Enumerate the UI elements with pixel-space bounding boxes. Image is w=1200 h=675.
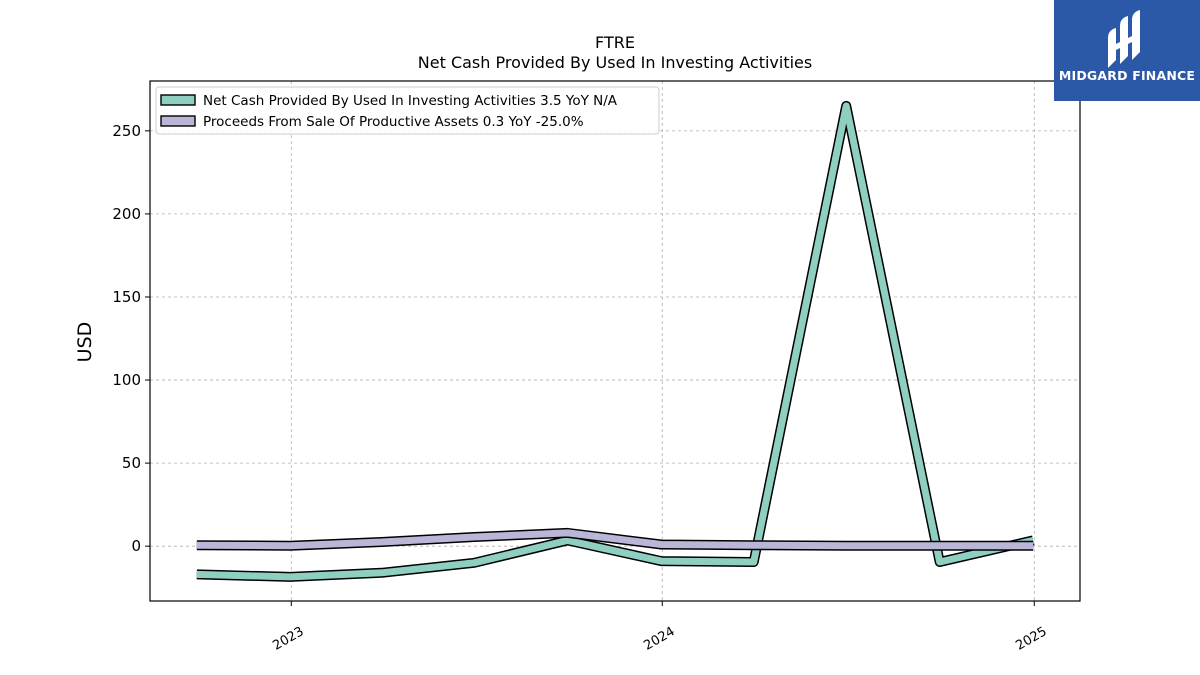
- series-line-fill: [196, 102, 1034, 581]
- y-axis-label: USD: [74, 322, 96, 363]
- legend-box: [155, 86, 660, 135]
- y-tick-label: 50: [122, 454, 141, 472]
- legend: Net Cash Provided By Used In Investing A…: [155, 86, 660, 135]
- series-line-fill: [196, 529, 1034, 550]
- brand-logo: MIDGARD FINANCE: [1054, 0, 1200, 101]
- y-tick-label: 150: [112, 288, 141, 306]
- x-tick-label: 2025: [1013, 624, 1049, 654]
- y-tick-label: 200: [112, 205, 141, 223]
- x-tick-label: 2023: [270, 624, 306, 654]
- series-2-line: [196, 527, 1034, 551]
- chart-subtitle: Net Cash Provided By Used In Investing A…: [418, 53, 812, 72]
- x-tick-label: 2024: [641, 624, 677, 654]
- series-lines: [196, 100, 1035, 582]
- legend-label: Net Cash Provided By Used In Investing A…: [203, 93, 618, 109]
- legend-swatch: [160, 115, 196, 127]
- series-line-outline: [196, 100, 1035, 582]
- grid: [150, 81, 1080, 601]
- series-1-line: [196, 100, 1035, 582]
- y-tick-label: 0: [131, 537, 141, 555]
- x-axis-ticks: 2023 2024 2025: [270, 601, 1050, 654]
- y-tick-label: 100: [112, 371, 141, 389]
- legend-label: Proceeds From Sale Of Productive Assets …: [203, 114, 584, 130]
- legend-swatch: [160, 94, 196, 106]
- plot-frame: [149, 80, 1081, 602]
- y-axis-ticks: 0 50 100 150 200 250: [112, 122, 150, 555]
- y-tick-label: 250: [112, 122, 141, 140]
- chart-title: FTRE: [595, 33, 635, 52]
- logo-text: MIDGARD FINANCE: [1058, 68, 1196, 83]
- logo-mark-icon: [1108, 10, 1140, 68]
